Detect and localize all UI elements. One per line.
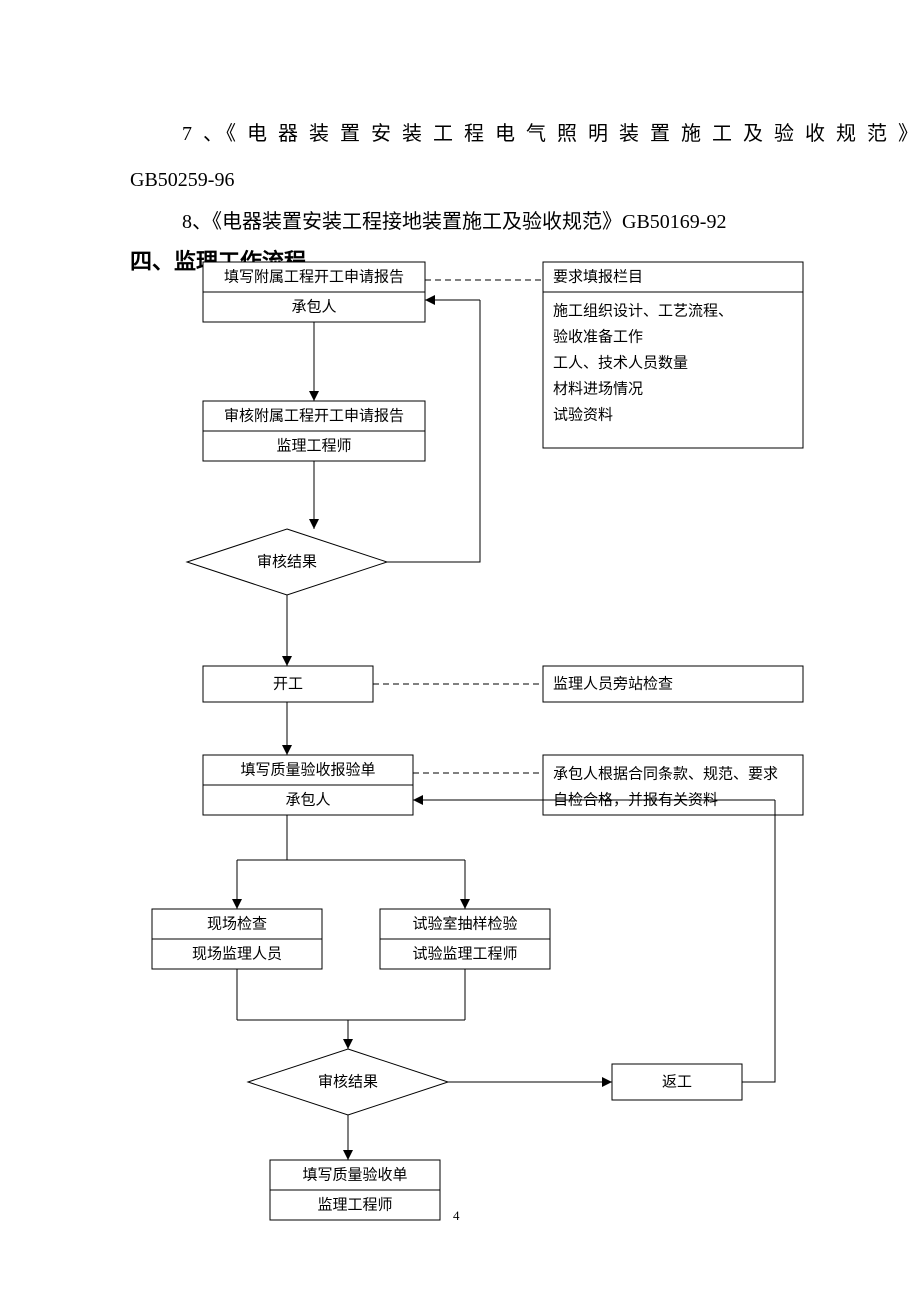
svg-text:试验资料: 试验资料 [553,406,613,423]
svg-text:审核结果: 审核结果 [257,553,317,570]
svg-text:试验监理工程师: 试验监理工程师 [412,945,517,962]
flowchart: 填写附属工程开工申请报告承包人审核附属工程开工申请报告监理工程师审核结果开工填写… [0,0,920,1302]
svg-text:填写质量验收报验单: 填写质量验收报验单 [240,761,375,778]
svg-text:验收准备工作: 验收准备工作 [553,328,643,345]
svg-text:开工: 开工 [273,676,303,692]
svg-text:试验室抽样检验: 试验室抽样检验 [412,915,517,932]
svg-text:填写质量验收单: 填写质量验收单 [302,1166,407,1183]
svg-text:审核结果: 审核结果 [318,1073,378,1090]
svg-text:现场检查: 现场检查 [207,915,267,932]
svg-text:施工组织设计、工艺流程、: 施工组织设计、工艺流程、 [553,302,733,319]
svg-text:承包人: 承包人 [285,791,330,808]
svg-text:工人、技术人员数量: 工人、技术人员数量 [553,354,688,371]
svg-text:返工: 返工 [662,1073,692,1090]
svg-text:材料进场情况: 材料进场情况 [553,380,643,397]
svg-text:监理工程师: 监理工程师 [276,437,351,454]
svg-text:现场监理人员: 现场监理人员 [192,945,282,962]
svg-text:监理工程师: 监理工程师 [317,1196,392,1213]
svg-text:承包人: 承包人 [291,298,336,315]
svg-text:填写附属工程开工申请报告: 填写附属工程开工申请报告 [224,268,404,285]
svg-text:承包人根据合同条款、规范、要求: 承包人根据合同条款、规范、要求 [553,765,778,782]
svg-text:要求填报栏目: 要求填报栏目 [553,268,643,285]
svg-text:监理人员旁站检查: 监理人员旁站检查 [553,675,673,692]
svg-text:审核附属工程开工申请报告: 审核附属工程开工申请报告 [224,407,404,424]
